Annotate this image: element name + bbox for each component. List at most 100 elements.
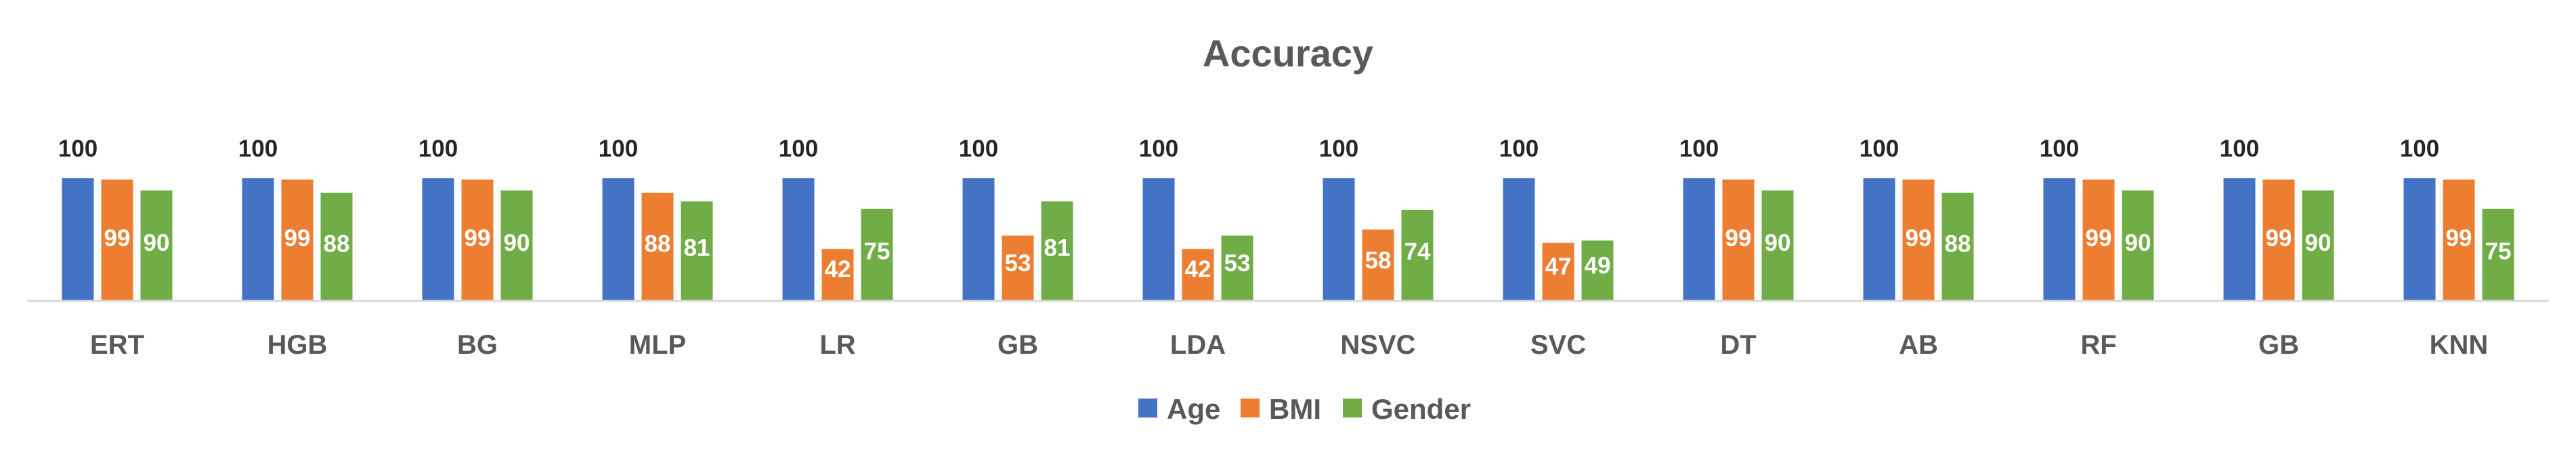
data-label-gender-6: 53: [1224, 250, 1251, 277]
bar-age-4: [782, 178, 815, 300]
data-label-gender-2: 90: [504, 230, 530, 256]
data-labels-group: 100 99 90 100 99 88 100 99 90 100 88 81 100 42 75 100 53…: [58, 136, 2512, 283]
bar-bmi-9: [1722, 179, 1755, 300]
data-label-gender-3: 81: [684, 234, 710, 261]
bar-gender-9: [1761, 190, 1794, 300]
category-label-5: GB: [997, 330, 1038, 360]
data-label-bmi-8: 47: [1545, 253, 1572, 280]
data-label-bmi-6: 42: [1185, 256, 1211, 283]
bar-bmi-0: [101, 179, 133, 300]
bar-gender-1: [320, 192, 353, 300]
bar-age-12: [2223, 178, 2256, 300]
legend-swatch-age: [1138, 399, 1157, 417]
category-label-12: GB: [2258, 330, 2299, 360]
bar-bmi-11: [2082, 179, 2115, 300]
bar-age-7: [1323, 178, 1355, 300]
chart-title: Accuracy: [1203, 32, 1373, 75]
data-label-bmi-4: 42: [825, 256, 851, 283]
category-label-2: BG: [457, 330, 498, 360]
bar-bmi-6: [1182, 249, 1214, 300]
bar-bmi-2: [461, 179, 494, 300]
data-label-bmi-3: 88: [645, 231, 671, 258]
bar-gender-0: [140, 190, 173, 300]
category-label-0: ERT: [90, 330, 144, 360]
bar-age-2: [422, 178, 454, 300]
category-label-10: AB: [1899, 330, 1938, 360]
bar-bmi-1: [281, 179, 314, 300]
bar-age-0: [62, 178, 94, 300]
category-labels-group: ERT HGB BG MLP LR GB LDA NSVC SVC DT AB RF GB KNN: [90, 330, 2488, 360]
data-label-age-11: 100: [2040, 136, 2079, 162]
bar-bmi-5: [1002, 235, 1034, 300]
data-label-age-6: 100: [1139, 136, 1178, 162]
data-label-age-8: 100: [1499, 136, 1539, 162]
bar-age-6: [1142, 178, 1175, 300]
bar-gender-12: [2302, 190, 2334, 300]
bar-gender-13: [2482, 209, 2514, 300]
bar-age-13: [2403, 178, 2436, 300]
bar-bmi-12: [2262, 179, 2295, 300]
bar-age-10: [1863, 178, 1895, 300]
legend-label-gender: Gender: [1371, 393, 1471, 425]
data-label-gender-11: 90: [2125, 230, 2151, 256]
legend-swatch-bmi: [1241, 399, 1260, 417]
bar-gender-6: [1221, 235, 1253, 300]
category-label-11: RF: [2080, 330, 2116, 360]
category-label-7: NSVC: [1340, 330, 1415, 360]
data-label-age-2: 100: [418, 136, 458, 162]
bar-gender-8: [1581, 240, 1614, 300]
bar-gender-10: [1941, 192, 1974, 300]
bar-bmi-10: [1902, 179, 1935, 300]
bar-bmi-7: [1362, 229, 1394, 300]
data-label-bmi-1: 99: [284, 225, 311, 251]
bar-gender-5: [1041, 201, 1073, 300]
data-label-bmi-10: 99: [1906, 225, 1932, 251]
data-label-gender-7: 74: [1404, 239, 1431, 265]
bar-gender-4: [861, 209, 893, 300]
category-label-9: DT: [1720, 330, 1756, 360]
category-label-13: KNN: [2430, 330, 2489, 360]
data-label-bmi-5: 53: [1005, 250, 1031, 277]
bar-bmi-8: [1542, 243, 1574, 300]
category-label-8: SVC: [1530, 330, 1586, 360]
data-label-bmi-9: 99: [1725, 225, 1752, 251]
bar-bmi-3: [641, 192, 674, 300]
data-label-bmi-2: 99: [465, 225, 491, 251]
data-label-gender-10: 88: [1945, 231, 1971, 258]
category-label-6: LDA: [1170, 330, 1226, 360]
category-label-4: LR: [819, 330, 855, 360]
data-label-age-12: 100: [2220, 136, 2259, 162]
bar-gender-7: [1401, 209, 1434, 300]
bar-gender-11: [2122, 190, 2154, 300]
bar-bmi-13: [2443, 179, 2475, 300]
bar-gender-2: [500, 190, 533, 300]
category-label-3: MLP: [629, 330, 686, 360]
bar-age-3: [602, 178, 635, 300]
bar-age-1: [242, 178, 274, 300]
data-label-gender-12: 90: [2305, 230, 2332, 256]
data-label-gender-9: 90: [1765, 230, 1791, 256]
legend: Age BMI Gender: [1138, 393, 1471, 425]
bar-bmi-4: [821, 249, 854, 300]
data-label-bmi-7: 58: [1365, 247, 1392, 274]
data-label-gender-1: 88: [324, 231, 350, 258]
data-label-gender-4: 75: [864, 238, 890, 264]
category-label-1: HGB: [267, 330, 328, 360]
data-label-gender-5: 81: [1044, 234, 1071, 261]
legend-swatch-gender: [1343, 399, 1362, 417]
data-label-age-5: 100: [959, 136, 998, 162]
data-label-age-9: 100: [1679, 136, 1719, 162]
legend-label-age: Age: [1167, 393, 1220, 425]
data-label-bmi-0: 99: [104, 225, 131, 251]
bars-group: [62, 178, 2514, 300]
data-label-gender-0: 90: [144, 230, 170, 256]
data-label-gender-8: 49: [1585, 252, 1611, 279]
data-label-age-7: 100: [1319, 136, 1358, 162]
data-label-age-3: 100: [599, 136, 638, 162]
bar-age-9: [1683, 178, 1715, 300]
data-label-age-10: 100: [1860, 136, 1899, 162]
data-label-bmi-13: 99: [2446, 225, 2472, 251]
bar-age-8: [1503, 178, 1535, 300]
data-label-age-0: 100: [58, 136, 98, 162]
